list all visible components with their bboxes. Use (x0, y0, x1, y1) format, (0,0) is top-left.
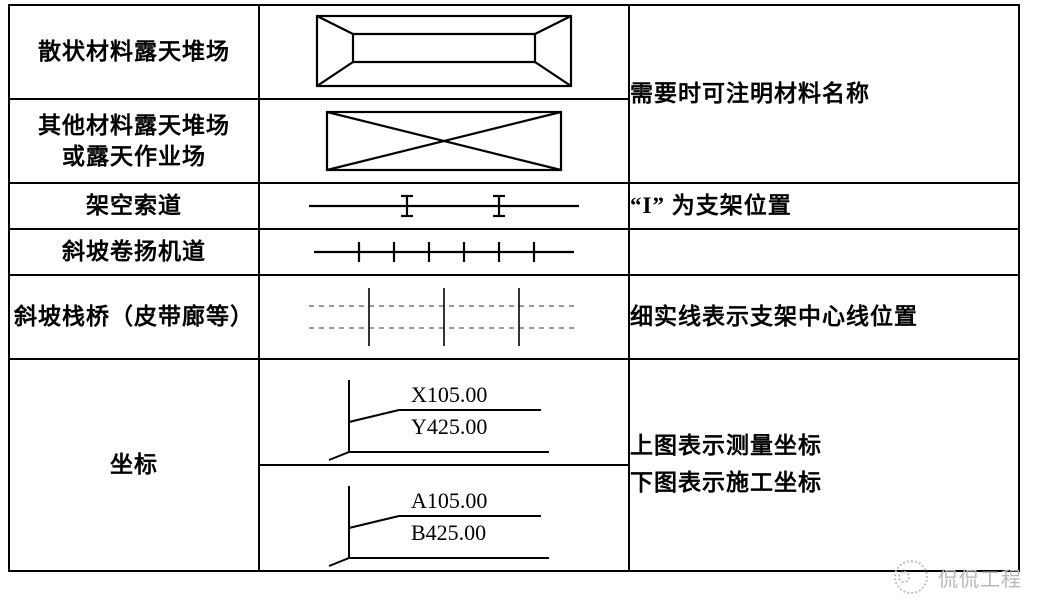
symbol-cell-incline-winch (259, 229, 629, 275)
table-row: 斜坡卷扬机道 (9, 229, 1019, 275)
name-cell-coordinate: 坐标 (9, 359, 259, 571)
coord-top-label: A105.00 (411, 488, 487, 513)
coordinate-flag-construct-icon: A105.00 B425.00 (289, 466, 599, 570)
name-cell-trestle-bridge: 斜坡栈桥（皮带廊等） (9, 275, 259, 359)
row-name: 斜坡栈桥（皮带廊等） (14, 304, 254, 329)
crossed-rectangle-icon (289, 100, 599, 182)
row-name: 斜坡卷扬机道 (62, 239, 206, 264)
desc-cell-aerial-rope: “I” 为支架位置 (629, 183, 1019, 229)
page-root: 散状材料露天堆场 需要时可注明材料名称 其他材料露天堆场 或露天作业场 (0, 4, 1040, 616)
symbol-cell-coord-construct: A105.00 B425.00 (259, 465, 629, 571)
table-row: 架空索道 “I” 为支架位置 (9, 183, 1019, 229)
row-desc: 需要时可注明材料名称 (630, 81, 870, 106)
name-cell-open-bulk: 散状材料露天堆场 (9, 5, 259, 99)
symbol-cell-open-bulk (259, 5, 629, 99)
name-cell-open-other: 其他材料露天堆场 或露天作业场 (9, 99, 259, 183)
coord-bottom-label: B425.00 (411, 520, 486, 545)
symbol-cell-open-other (259, 99, 629, 183)
name-cell-incline-winch: 斜坡卷扬机道 (9, 229, 259, 275)
row-desc: “I” 为支架位置 (630, 193, 792, 218)
desc-cell-incline-winch (629, 229, 1019, 275)
double-line-with-verticals-icon (289, 276, 599, 358)
row-name: 其他材料露天堆场 或露天作业场 (38, 113, 230, 169)
line-with-ticks-icon (289, 230, 599, 274)
symbol-cell-coord-survey: X105.00 Y425.00 (259, 359, 629, 465)
line-with-i-marks-icon (289, 184, 599, 228)
desc-cell-coordinate: 上图表示测量坐标 下图表示施工坐标 (629, 359, 1019, 571)
prism-rectangle-icon (289, 6, 599, 98)
row-desc: 上图表示测量坐标 (630, 433, 822, 458)
coordinate-flag-survey-icon: X105.00 Y425.00 (289, 360, 599, 464)
row-name: 架空索道 (86, 193, 182, 218)
coord-top-label: X105.00 (411, 382, 487, 407)
desc-cell-open-materials: 需要时可注明材料名称 (629, 5, 1019, 183)
symbol-cell-aerial-rope (259, 183, 629, 229)
table-row: 坐标 X105.00 Y425.00 上图表示测量坐标 下图表示施工坐标 (9, 359, 1019, 465)
name-cell-aerial-rope: 架空索道 (9, 183, 259, 229)
table-row: 散状材料露天堆场 需要时可注明材料名称 (9, 5, 1019, 99)
table-row: 斜坡栈桥（皮带廊等） 细实线表示支架中心线位置 (9, 275, 1019, 359)
row-name: 坐标 (110, 452, 158, 477)
symbol-cell-trestle-bridge (259, 275, 629, 359)
row-name: 散状材料露天堆场 (38, 39, 230, 64)
legend-table: 散状材料露天堆场 需要时可注明材料名称 其他材料露天堆场 或露天作业场 (8, 4, 1020, 572)
row-desc-line2: 下图表示施工坐标 (630, 465, 1018, 502)
desc-cell-trestle-bridge: 细实线表示支架中心线位置 (629, 275, 1019, 359)
coord-bottom-label: Y425.00 (411, 414, 487, 439)
row-desc: 细实线表示支架中心线位置 (630, 304, 918, 329)
